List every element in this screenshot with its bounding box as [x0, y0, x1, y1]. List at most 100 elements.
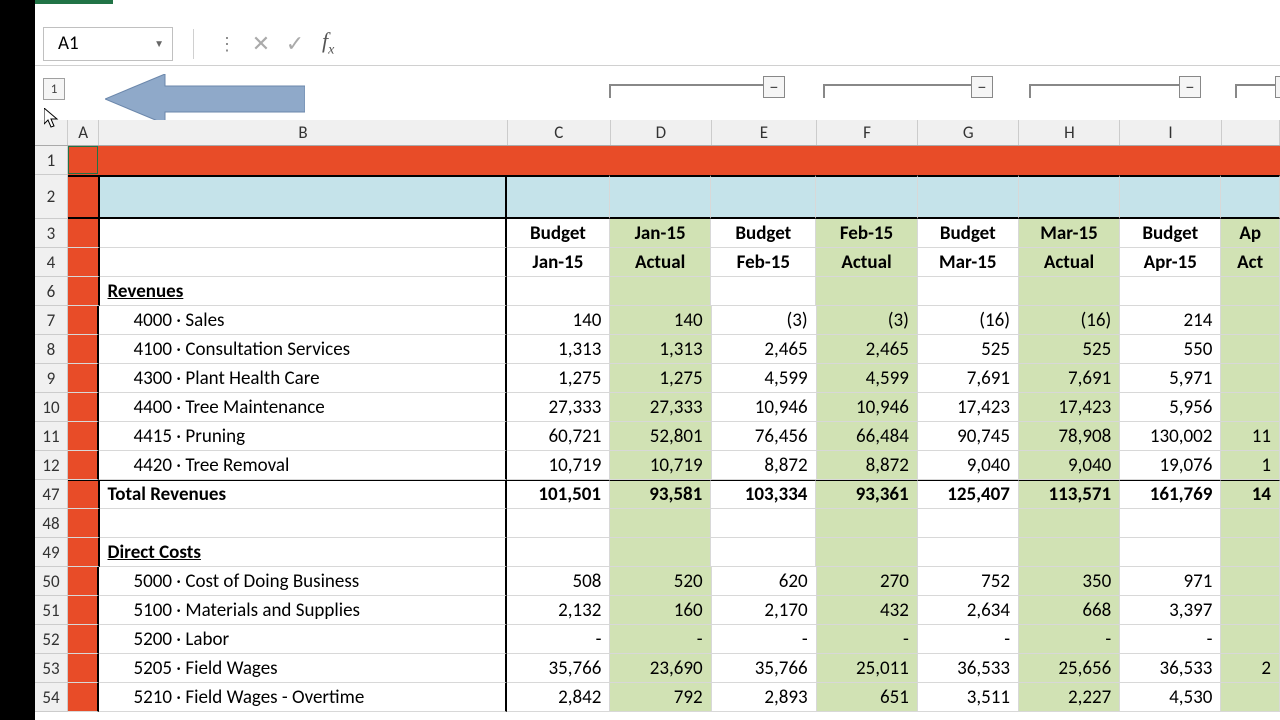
row-label[interactable]: 5210 · Field Wages - Overtime: [99, 683, 507, 712]
cell[interactable]: 2,842: [507, 683, 610, 712]
cell-I4[interactable]: Apr-15: [1120, 248, 1221, 277]
cell-G2[interactable]: [918, 175, 1019, 219]
cell[interactable]: 8,872: [712, 451, 817, 480]
cell[interactable]: (3): [817, 306, 918, 335]
cell[interactable]: [816, 509, 917, 538]
formula-input[interactable]: [348, 27, 1280, 61]
cell[interactable]: [1221, 596, 1280, 625]
cell-F2[interactable]: [816, 175, 917, 219]
cell[interactable]: [711, 538, 816, 567]
row-label[interactable]: 4100 · Consultation Services: [99, 335, 507, 364]
cell[interactable]: [1120, 509, 1221, 538]
col-header-B[interactable]: B: [99, 120, 507, 145]
cell[interactable]: -: [507, 625, 610, 654]
cell[interactable]: 93,581: [610, 480, 711, 509]
cell[interactable]: 270: [817, 567, 918, 596]
cell[interactable]: 9,040: [1019, 451, 1120, 480]
cell[interactable]: 10,946: [712, 393, 817, 422]
cell[interactable]: 23,690: [610, 654, 711, 683]
cell[interactable]: 1: [1221, 451, 1280, 480]
fx-icon[interactable]: fx: [322, 28, 334, 58]
row-header[interactable]: 49: [35, 538, 68, 567]
cell[interactable]: 160: [610, 596, 711, 625]
cell[interactable]: [68, 451, 100, 480]
cell-A2[interactable]: [68, 175, 100, 219]
cell[interactable]: [1221, 364, 1280, 393]
cell[interactable]: 5,971: [1120, 364, 1221, 393]
cell-D2[interactable]: [610, 175, 711, 219]
cell[interactable]: 52,801: [610, 422, 711, 451]
cell-D3[interactable]: Jan-15: [610, 219, 711, 248]
cell[interactable]: [68, 480, 100, 509]
cell[interactable]: 4,599: [817, 364, 918, 393]
cell[interactable]: 10,719: [507, 451, 610, 480]
cell[interactable]: 10,946: [817, 393, 918, 422]
cell[interactable]: 5,956: [1120, 393, 1221, 422]
cell[interactable]: [68, 538, 100, 567]
row-label[interactable]: 4000 · Sales: [99, 306, 507, 335]
cell[interactable]: [1221, 306, 1280, 335]
cell-E1[interactable]: [711, 146, 816, 175]
cell[interactable]: 2,465: [817, 335, 918, 364]
cell-B1[interactable]: [99, 146, 506, 175]
cell[interactable]: -: [610, 625, 711, 654]
group-collapse-button[interactable]: −: [1275, 76, 1280, 98]
row-header[interactable]: 48: [35, 509, 68, 538]
cell[interactable]: 11: [1221, 422, 1280, 451]
row-label[interactable]: [100, 509, 507, 538]
cell[interactable]: 10,719: [610, 451, 711, 480]
row-label[interactable]: 5000 · Cost of Doing Business: [99, 567, 507, 596]
cell[interactable]: [1019, 277, 1120, 306]
cell[interactable]: 130,002: [1120, 422, 1221, 451]
row-label[interactable]: 4400 · Tree Maintenance: [99, 393, 507, 422]
cell[interactable]: (3): [712, 306, 817, 335]
row-label[interactable]: Revenues: [100, 277, 507, 306]
row-label[interactable]: 4300 · Plant Health Care: [99, 364, 507, 393]
cell[interactable]: [68, 654, 100, 683]
cell[interactable]: 4,599: [712, 364, 817, 393]
cell[interactable]: [1221, 393, 1280, 422]
cell[interactable]: 2,634: [918, 596, 1019, 625]
row-header-3[interactable]: 3: [35, 219, 68, 248]
cell[interactable]: [610, 277, 711, 306]
cell[interactable]: 36,533: [918, 654, 1019, 683]
cell[interactable]: 350: [1019, 567, 1120, 596]
cell[interactable]: -: [918, 625, 1019, 654]
cell[interactable]: [68, 422, 100, 451]
cell-I2[interactable]: [1120, 175, 1221, 219]
cell-H2[interactable]: [1019, 175, 1120, 219]
row-header[interactable]: 10: [35, 393, 68, 422]
select-all-corner[interactable]: [35, 120, 68, 145]
cell[interactable]: [68, 364, 100, 393]
cell[interactable]: -: [1120, 625, 1221, 654]
cell[interactable]: [507, 509, 610, 538]
cell[interactable]: 7,691: [1019, 364, 1120, 393]
row-header[interactable]: 6: [35, 277, 68, 306]
cell[interactable]: 3,397: [1120, 596, 1221, 625]
cell[interactable]: 2,227: [1019, 683, 1120, 712]
cell[interactable]: (16): [918, 306, 1019, 335]
cell[interactable]: -: [817, 625, 918, 654]
cell[interactable]: 60,721: [507, 422, 610, 451]
col-header-H[interactable]: H: [1019, 120, 1120, 145]
row-header-4[interactable]: 4: [35, 248, 68, 277]
cell-C2[interactable]: [507, 175, 610, 219]
cell[interactable]: 25,011: [817, 654, 918, 683]
cell-G4[interactable]: Mar-15: [918, 248, 1019, 277]
row-header[interactable]: 50: [35, 567, 68, 596]
outline-level-1[interactable]: 1: [43, 78, 65, 100]
cell-J1[interactable]: [1221, 146, 1280, 175]
cell[interactable]: [1019, 509, 1120, 538]
cell[interactable]: [918, 509, 1019, 538]
cell[interactable]: 651: [817, 683, 918, 712]
cell[interactable]: 4,530: [1120, 683, 1221, 712]
cell-D4[interactable]: Actual: [610, 248, 711, 277]
name-box[interactable]: A1 ▼: [43, 27, 173, 61]
cell[interactable]: 668: [1019, 596, 1120, 625]
row-label[interactable]: 5205 · Field Wages: [99, 654, 507, 683]
cell[interactable]: [68, 509, 100, 538]
cell[interactable]: 101,501: [507, 480, 610, 509]
cell[interactable]: [1221, 538, 1280, 567]
cell-H4[interactable]: Actual: [1019, 248, 1120, 277]
row-header[interactable]: 8: [35, 335, 68, 364]
